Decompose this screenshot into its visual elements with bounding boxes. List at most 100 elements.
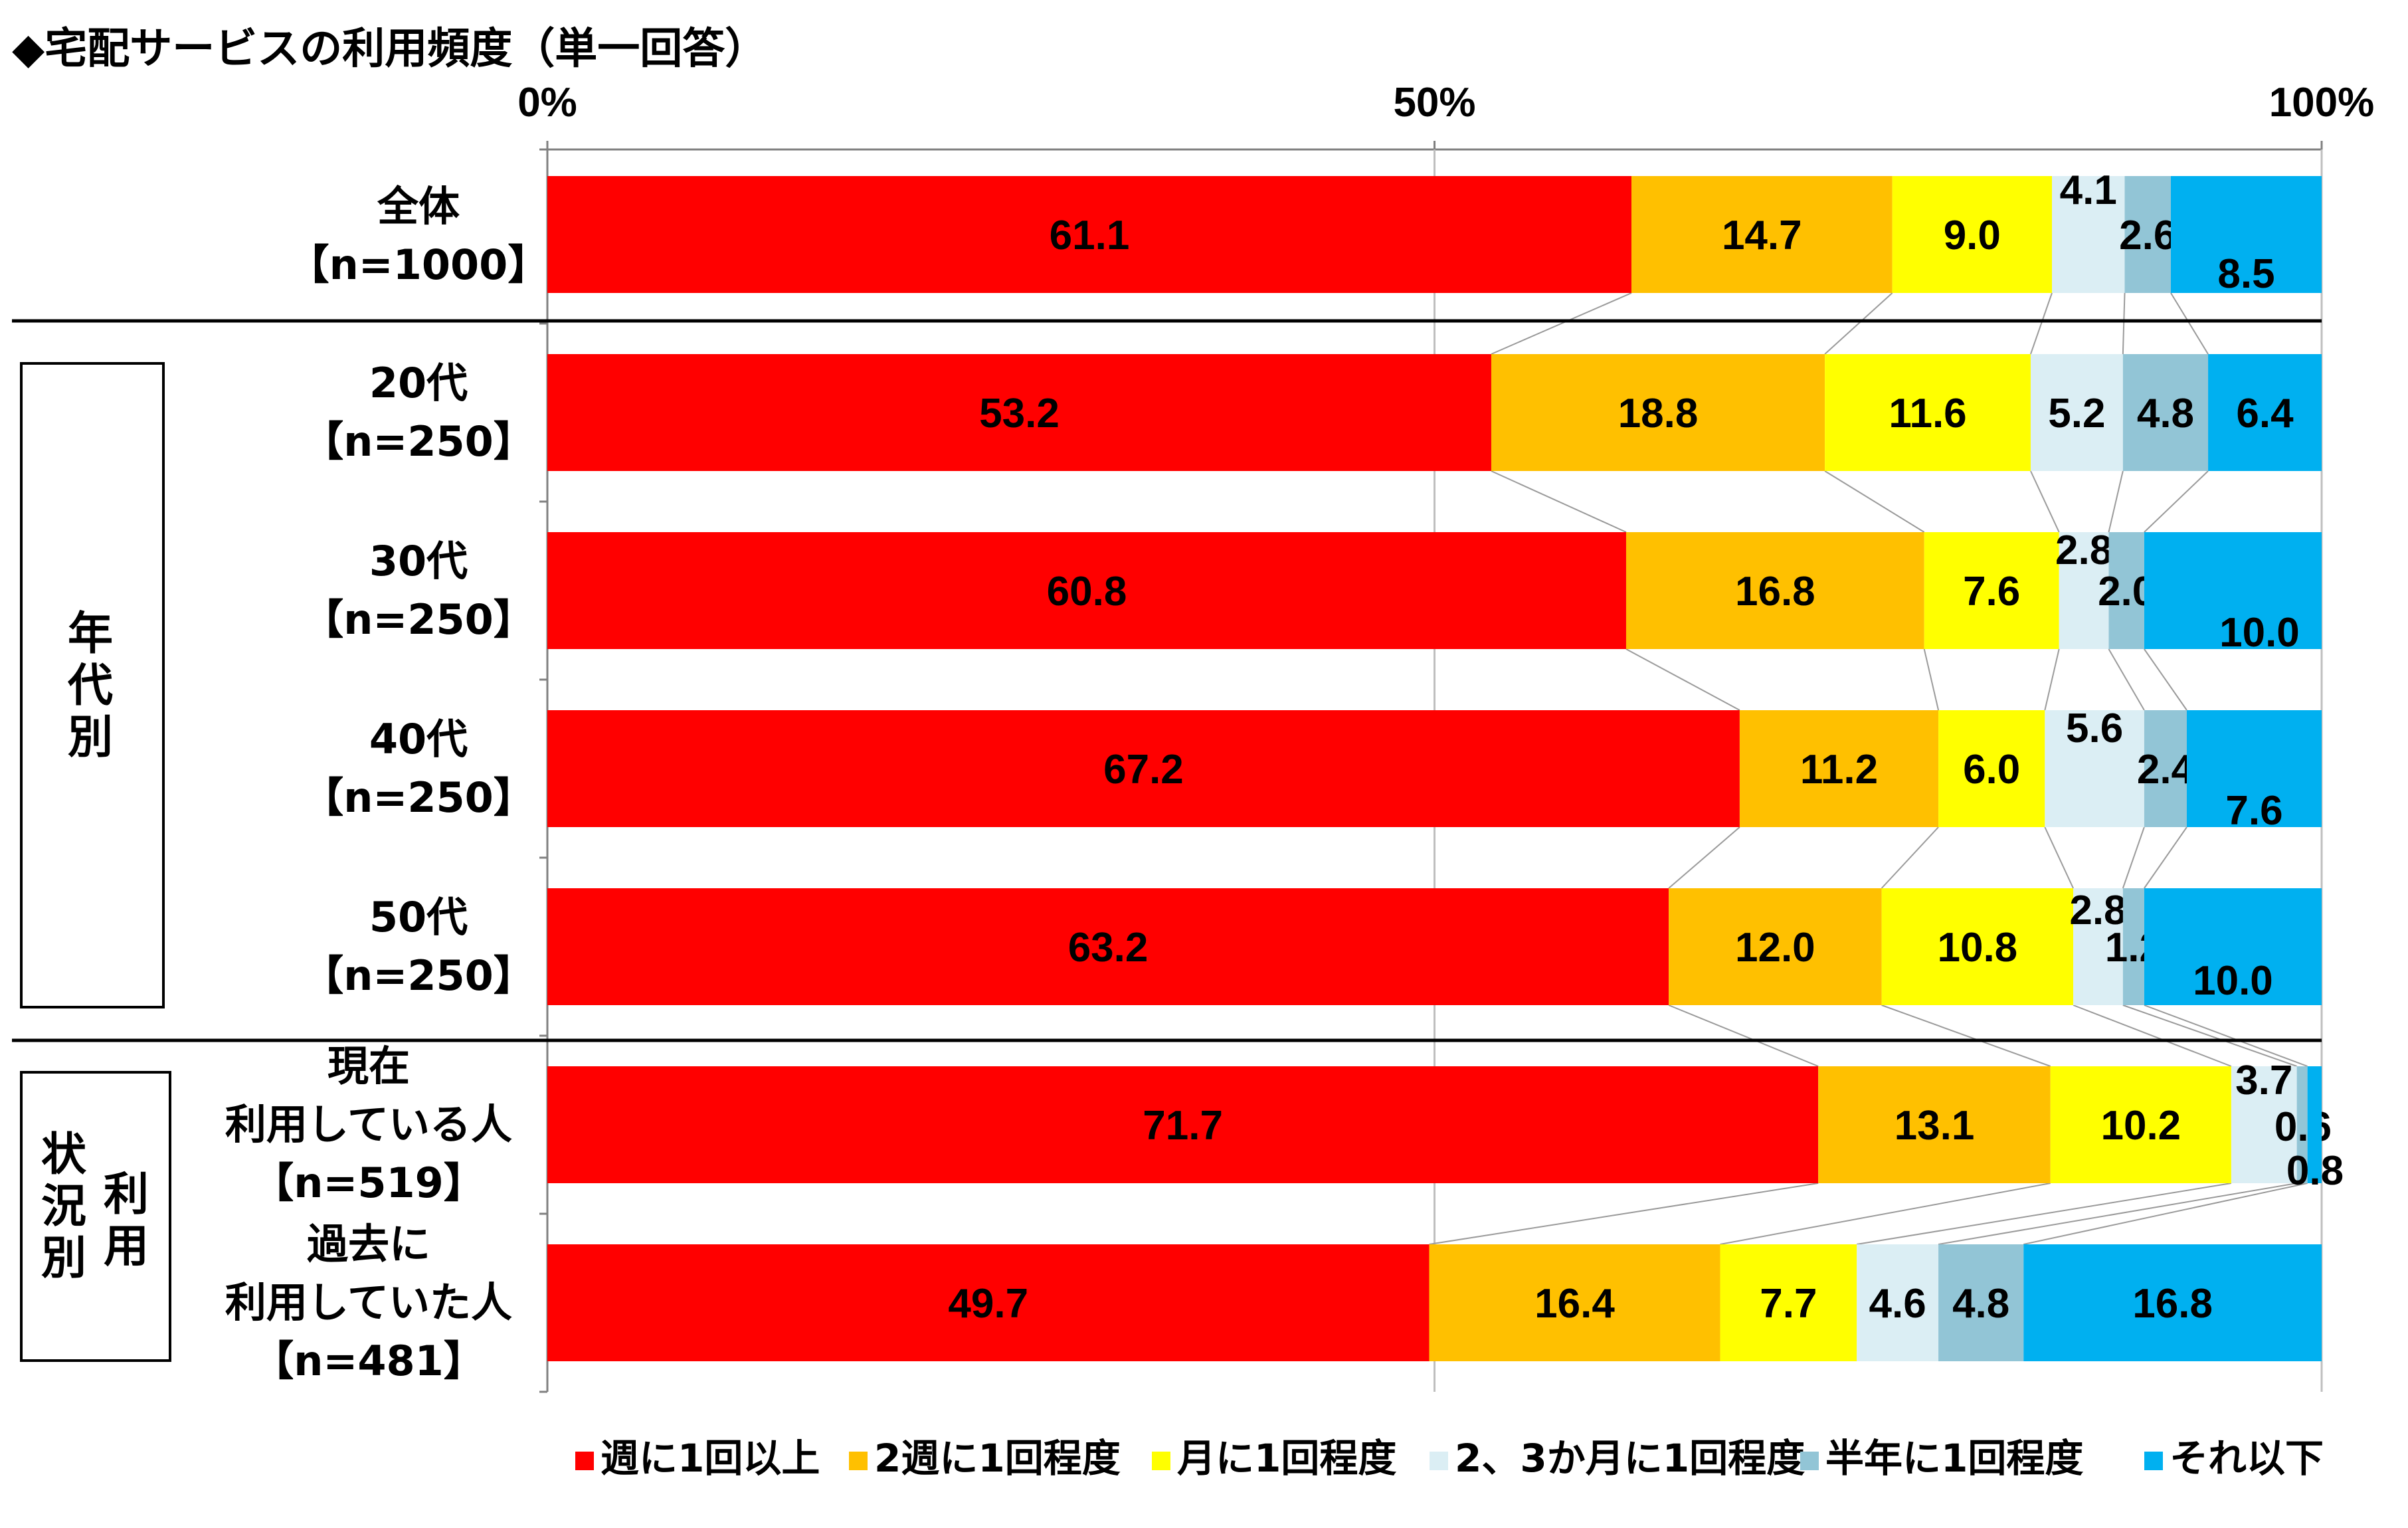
age-group-char-3: 別 <box>67 712 113 764</box>
age-group-label: 年 代 別 <box>64 609 117 764</box>
data-label: 10.8 <box>1937 925 2017 971</box>
series-connector-line <box>2108 648 2145 711</box>
bar-segment <box>2144 888 2322 1005</box>
data-label: 0.8 <box>2286 1148 2344 1194</box>
bar-segment <box>547 1244 1430 1361</box>
bar-segment <box>2122 888 2144 1005</box>
data-label: 16.8 <box>2132 1281 2213 1327</box>
usage-group-box <box>20 1071 171 1362</box>
series-connector-line <box>2073 1004 2232 1067</box>
bar-segment <box>1429 1244 1720 1361</box>
bar-segment <box>2108 532 2144 649</box>
series-connector-line <box>1720 1183 2051 1245</box>
category-label-line: 【n=1000】 <box>288 240 549 289</box>
bar-segment <box>2187 710 2322 827</box>
series-connector-line <box>2144 648 2187 711</box>
series-connector-line <box>2170 292 2209 355</box>
category-label-line: 全体 <box>377 182 460 231</box>
series-connector-line <box>2144 826 2187 889</box>
bar-segment <box>1924 532 2059 649</box>
category-label-line: 【n=250】 <box>302 951 535 1000</box>
x-tick-label: 50% <box>1393 80 1475 126</box>
data-label: 8.5 <box>2217 251 2274 297</box>
bar-segment <box>1491 354 1825 471</box>
category-label-line: 【n=519】 <box>252 1159 485 1207</box>
category-label: 30代 【n=250】 <box>232 532 604 649</box>
category-label-line: 【n=250】 <box>302 773 535 822</box>
bar-segment <box>547 888 1669 1005</box>
usage-group-outer-char-3: 別 <box>41 1232 86 1285</box>
data-label: 5.2 <box>2048 391 2105 436</box>
series-connector-line <box>2122 292 2126 355</box>
data-label: 53.2 <box>979 391 1060 436</box>
data-label: 5.6 <box>2066 706 2123 751</box>
category-label-line: 50代 <box>369 893 468 941</box>
data-label: 12.0 <box>1735 925 1815 971</box>
bar-segment <box>1625 532 1924 649</box>
bar-segment <box>2144 710 2187 827</box>
series-connector-line <box>2122 826 2145 889</box>
series-connector-line <box>1824 470 1925 533</box>
data-label: 10.0 <box>2219 610 2300 656</box>
data-label: 16.8 <box>1735 569 1815 615</box>
data-label: 7.6 <box>2225 788 2282 834</box>
category-label-line: 過去に <box>306 1220 430 1268</box>
bar-segment <box>1892 176 2053 293</box>
legend-swatch <box>2144 1452 2163 1470</box>
data-label: 71.7 <box>1143 1103 1223 1149</box>
bar-segment <box>1881 888 2074 1005</box>
series-connector-line <box>1668 1004 1819 1067</box>
bar-segment <box>1631 176 1893 293</box>
series-connector-line <box>2108 470 2124 533</box>
data-label: 13.1 <box>1895 1103 1975 1149</box>
data-label: 67.2 <box>1103 747 1184 793</box>
legend-swatch <box>1430 1452 1448 1470</box>
series-connector-line <box>2044 826 2074 889</box>
usage-group-inner-char-2: 用 <box>103 1220 149 1273</box>
data-label: 6.0 <box>1963 747 2020 793</box>
bar-segment <box>2059 532 2109 649</box>
series-connector-line <box>1668 826 1740 889</box>
data-label: 4.8 <box>2137 391 2194 436</box>
data-label: 7.6 <box>1963 569 2020 615</box>
bar-segment <box>1669 888 1882 1005</box>
category-label: 20代 【n=250】 <box>232 354 604 471</box>
bar-segment <box>2170 176 2322 293</box>
data-label: 2.6 <box>2119 213 2176 258</box>
data-label: 60.8 <box>1047 569 1127 615</box>
series-connector-line <box>2044 648 2060 711</box>
category-label: 現在 利用している人 【n=519】 <box>183 1037 555 1212</box>
bar-segment <box>1825 354 2031 471</box>
series-connector-line <box>1857 1183 2232 1245</box>
usage-group-label-outer: 状 況 別 <box>37 1129 90 1285</box>
data-label: 2.4 <box>2137 747 2195 793</box>
data-label: 2.8 <box>2069 888 2126 933</box>
data-label: 16.4 <box>1534 1281 1615 1327</box>
bar-segment <box>2296 1066 2308 1183</box>
category-label-line: 現在 <box>327 1042 410 1090</box>
age-group-char-1: 年 <box>67 608 113 660</box>
category-label-line: 【n=250】 <box>302 417 535 466</box>
bar-segment <box>547 176 1631 293</box>
legend-label: それ以下 <box>2170 1436 2324 1481</box>
legend-swatch <box>849 1452 868 1470</box>
series-connector-line <box>1491 292 1632 355</box>
legend-label: 月に1回程度 <box>1177 1436 1396 1481</box>
legend-label: 半年に1回程度 <box>1825 1436 2083 1481</box>
data-label: 61.1 <box>1050 213 1130 258</box>
bar-segment <box>547 532 1626 649</box>
usage-group-outer-char-2: 況 <box>41 1181 86 1233</box>
category-label: 50代【n=250】 <box>232 888 604 1005</box>
series-connector-line <box>1881 1004 2051 1067</box>
data-label: 4.8 <box>1952 1281 2009 1327</box>
data-label: 3.7 <box>2235 1058 2292 1103</box>
bar-segment <box>2030 354 2123 471</box>
bar-segment <box>1818 1066 2051 1183</box>
data-label: 10.0 <box>2193 958 2273 1004</box>
series-connector-line <box>1429 1183 1819 1245</box>
category-label: 過去に 利用していた人 【n=481】 <box>183 1215 555 1390</box>
data-label: 2.8 <box>2055 527 2112 573</box>
age-group-char-2: 代 <box>67 660 113 712</box>
series-connector-line <box>1824 292 1893 355</box>
data-label: 9.0 <box>1944 213 2001 258</box>
